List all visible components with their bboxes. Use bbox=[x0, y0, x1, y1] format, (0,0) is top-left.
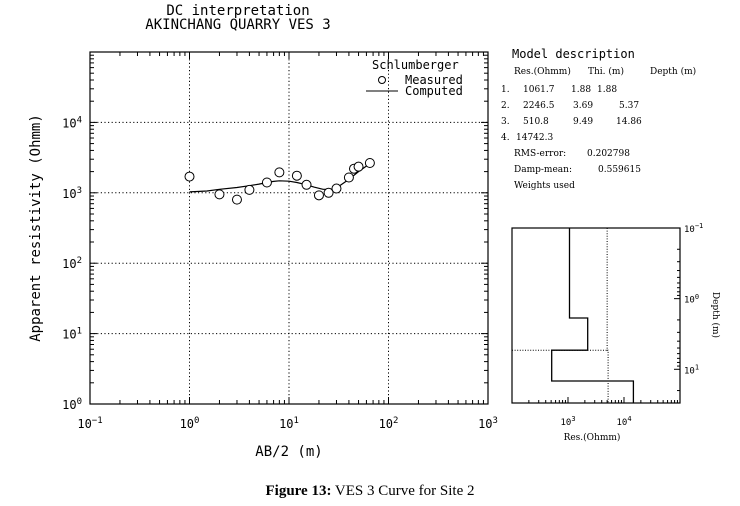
depth-plot-frame bbox=[511, 227, 681, 404]
model-row-1-thi: 1.88 bbox=[571, 85, 591, 95]
main-chart: 10−1 100 101 102 103 100 101 102 103 104 AB/2 (m… bbox=[28, 51, 498, 460]
legend-title: Schlumberger bbox=[372, 58, 459, 72]
depth-chart: 103 104 10−1 100 101 Res.(Ohmm) Depth (m) bbox=[511, 222, 721, 443]
main-x-tick-label: 10−1 bbox=[77, 416, 102, 431]
measured-point bbox=[214, 189, 225, 200]
main-x-tick-label: 102 bbox=[379, 416, 399, 431]
measured-point bbox=[364, 158, 375, 169]
depth-x-tick-label: 103 bbox=[560, 415, 575, 428]
main-y-tick-label: 100 bbox=[62, 397, 82, 412]
y-axis-label: Apparent resistivity (Ohmm) bbox=[28, 114, 44, 342]
measured-point bbox=[301, 179, 312, 190]
model-row-2-thi: 3.69 bbox=[573, 101, 593, 111]
model-row-3-depth: 14.86 bbox=[616, 117, 642, 127]
figure-caption: Figure 13: VES 3 Curve for Site 2 bbox=[0, 483, 740, 500]
measured-point bbox=[353, 161, 364, 172]
main-x-tick-labels: 10−1 100 101 102 103 bbox=[77, 416, 498, 431]
measured-point bbox=[261, 177, 272, 188]
model-step-line bbox=[551, 228, 635, 403]
main-y-tick-label: 101 bbox=[62, 327, 82, 342]
depth-ticks bbox=[511, 227, 680, 404]
legend-measured-label: Measured bbox=[405, 73, 463, 87]
depth-y-tick-label: 101 bbox=[684, 364, 699, 377]
measured-point bbox=[274, 167, 285, 178]
model-row-3-thi: 9.49 bbox=[573, 117, 593, 127]
rms-value: 0.202798 bbox=[587, 149, 630, 159]
depth-y-tick-label: 10−1 bbox=[684, 222, 703, 235]
measured-point bbox=[331, 183, 342, 194]
depth-y-axis-label: Depth (m) bbox=[710, 292, 721, 338]
main-y-tick-label: 103 bbox=[62, 186, 82, 201]
model-row-4-res: 14742.3 bbox=[516, 133, 553, 143]
model-header-depth: Depth (m) bbox=[650, 66, 696, 77]
caption-text: VES 3 Curve for Site 2 bbox=[331, 483, 475, 499]
header-title: DC interpretation bbox=[166, 3, 309, 19]
model-row-2-n: 2. bbox=[501, 101, 510, 111]
model-row-2-depth: 5.37 bbox=[619, 101, 639, 111]
model-description: Model description Res.(Ohmm) Thi. (m) De… bbox=[501, 47, 696, 191]
rms-label: RMS-error: bbox=[514, 149, 566, 159]
depth-y-tick-label: 100 bbox=[684, 293, 699, 306]
model-title: Model description bbox=[512, 47, 635, 61]
model-dotted-line bbox=[606, 228, 609, 403]
depth-x-axis-label: Res.(Ohmm) bbox=[564, 432, 621, 443]
legend-computed-label: Computed bbox=[405, 84, 463, 98]
model-row-1-depth: 1.88 bbox=[597, 85, 617, 95]
main-x-tick-label: 100 bbox=[180, 416, 200, 431]
legend-measured-marker bbox=[378, 76, 386, 84]
main-grid bbox=[90, 52, 488, 404]
depth-x-tick-labels: 103 104 bbox=[560, 415, 631, 428]
model-header-thi: Thi. (m) bbox=[588, 66, 624, 77]
model-row-3-n: 3. bbox=[501, 117, 510, 127]
measured-point bbox=[231, 194, 242, 205]
measured-point bbox=[184, 171, 195, 182]
main-y-tick-label: 102 bbox=[62, 256, 82, 271]
main-x-tick-label: 101 bbox=[279, 416, 299, 431]
measured-point bbox=[291, 170, 302, 181]
measured-point bbox=[244, 184, 255, 195]
x-axis-label: AB/2 (m) bbox=[255, 444, 322, 460]
damp-label: Damp-mean: bbox=[514, 165, 572, 175]
main-x-tick-label: 103 bbox=[478, 416, 498, 431]
model-header-res: Res.(Ohmm) bbox=[514, 66, 571, 77]
damp-value: 0.559615 bbox=[598, 165, 641, 175]
header-subtitle: AKINCHANG QUARRY VES 3 bbox=[145, 17, 330, 33]
model-row-2-res: 2246.5 bbox=[523, 101, 555, 111]
weights-text: Weights used bbox=[514, 181, 575, 191]
legend: Schlumberger Measured Computed bbox=[366, 58, 463, 98]
caption-label: Figure 13: bbox=[265, 483, 332, 499]
model-row-4-n: 4. bbox=[501, 133, 510, 143]
depth-y-tick-labels: 10−1 100 101 bbox=[684, 222, 703, 376]
main-series bbox=[184, 158, 375, 205]
depth-series bbox=[512, 228, 635, 403]
model-row-1-n: 1. bbox=[501, 85, 510, 95]
main-ticks bbox=[89, 52, 488, 405]
depth-x-tick-label: 104 bbox=[616, 415, 631, 428]
measured-point bbox=[323, 187, 334, 198]
model-row-1-res: 1061.7 bbox=[523, 85, 555, 95]
main-y-tick-labels: 100 101 102 103 104 bbox=[62, 115, 82, 412]
model-row-3-res: 510.8 bbox=[523, 117, 549, 127]
main-y-tick-label: 104 bbox=[62, 115, 82, 130]
measured-point bbox=[313, 190, 324, 201]
measured-point bbox=[343, 172, 354, 183]
